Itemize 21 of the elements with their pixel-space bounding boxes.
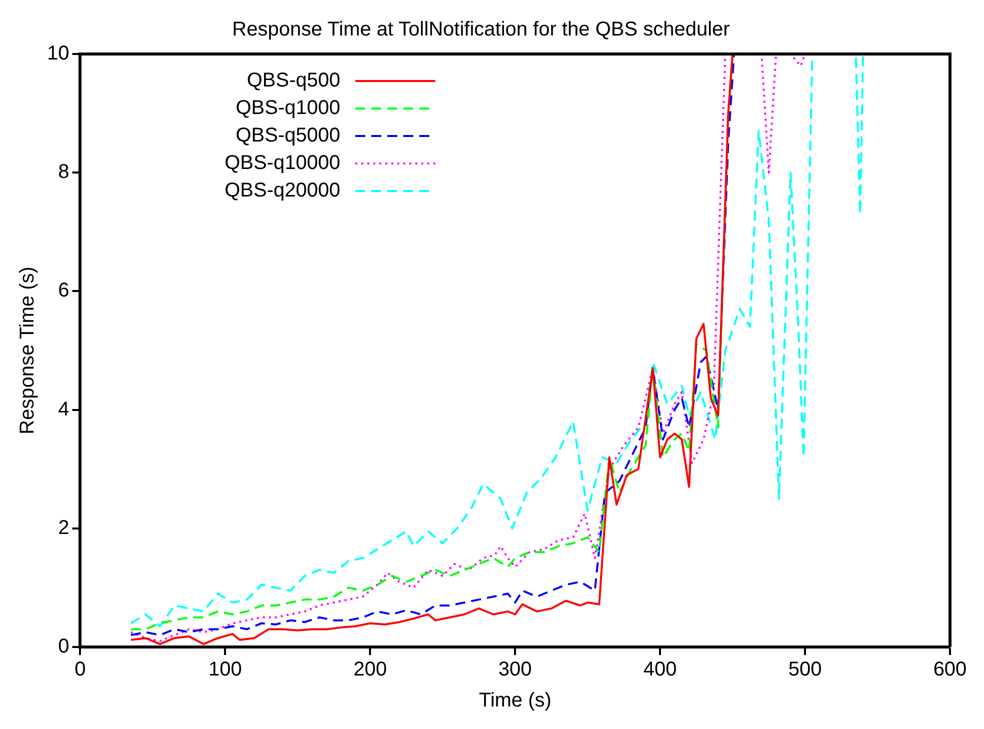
x-tick-label: 500 [788, 658, 822, 681]
y-axis-title: Response Time (s) [16, 266, 39, 434]
y-tick-label: 2 [58, 516, 70, 539]
x-tick-label: 600 [933, 658, 967, 681]
y-tick-label: 6 [58, 280, 70, 302]
x-tick-label: 100 [208, 658, 242, 681]
y-tick-label: 8 [58, 161, 70, 184]
chart-title: Response Time at TollNotification for the QBS scheduler [232, 18, 730, 41]
legend-label: QBS-q20000 [224, 180, 340, 202]
legend-label: QBS-q500 [246, 70, 340, 92]
y-tick-label: 4 [58, 398, 70, 420]
legend-label: QBS-q5000 [236, 124, 340, 147]
x-tick-label: 300 [498, 658, 532, 681]
y-tick-label: 10 [46, 42, 70, 65]
legend-label: QBS-q10000 [224, 152, 340, 174]
x-tick-label: 0 [74, 658, 86, 681]
x-tick-label: 400 [643, 658, 677, 681]
x-axis-title: Time (s) [478, 690, 552, 712]
legend-label: QBS-q1000 [236, 97, 340, 120]
x-tick-label: 200 [353, 658, 387, 681]
y-tick-label: 0 [58, 636, 70, 658]
